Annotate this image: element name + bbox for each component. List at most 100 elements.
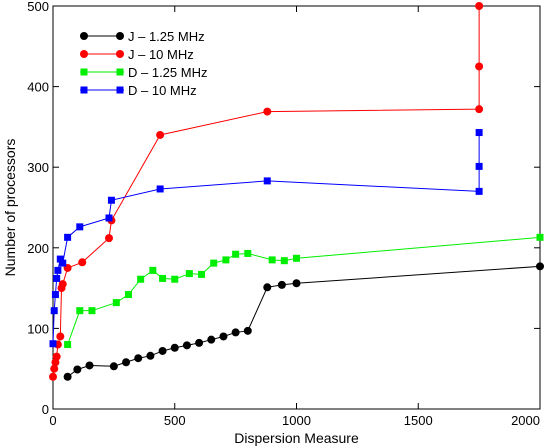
series-line — [52, 6, 480, 377]
data-point — [210, 259, 218, 267]
data-point — [195, 338, 204, 347]
series-1 — [63, 262, 544, 381]
data-point — [263, 107, 272, 116]
legend-marker — [80, 32, 88, 40]
y-tick-label: 0 — [42, 402, 49, 417]
data-point — [475, 129, 483, 137]
data-point — [122, 358, 131, 367]
data-point — [536, 262, 544, 271]
legend-marker — [116, 86, 124, 94]
data-point — [268, 256, 276, 264]
data-point — [146, 351, 155, 360]
data-point — [207, 335, 216, 344]
y-tick-label: 400 — [27, 80, 49, 95]
legend-label: J – 1.25 MHz — [128, 29, 205, 44]
data-point — [85, 361, 94, 370]
data-point — [263, 283, 272, 292]
legend-marker — [80, 68, 88, 76]
y-tick-label: 100 — [27, 321, 49, 336]
legend-marker — [116, 68, 124, 76]
legend: J – 1.25 MHz J – 10 MHz D – 1.25 MHz D – 10… — [80, 29, 207, 98]
legend-marker — [80, 50, 88, 58]
x-tick-label: 500 — [164, 413, 186, 428]
data-point — [64, 233, 72, 241]
plot-frame — [52, 5, 541, 410]
legend-entry: J – 10 MHz — [80, 47, 194, 62]
data-point — [243, 326, 252, 335]
data-point — [198, 270, 206, 278]
data-point — [56, 255, 64, 263]
data-point — [277, 280, 286, 289]
legend-label: D – 10 MHz — [128, 83, 197, 98]
data-point — [78, 258, 87, 267]
data-point — [52, 352, 61, 361]
data-point — [49, 372, 57, 381]
axis-ticks: 0 500 1000 1500 2000 0 100 200 300 400 500 — [27, 0, 541, 428]
data-point — [49, 340, 57, 348]
x-tick-label: 1000 — [282, 413, 311, 428]
data-point — [107, 196, 115, 204]
data-point — [182, 341, 191, 350]
legend-entry: D – 10 MHz — [80, 83, 197, 98]
data-point — [232, 250, 240, 258]
legend-entry: D – 1.25 MHz — [80, 65, 207, 80]
y-tick-label: 200 — [27, 241, 49, 256]
data-point — [292, 279, 301, 288]
y-axis-label: Number of processors — [2, 139, 18, 277]
data-point — [76, 223, 84, 231]
data-point — [54, 266, 62, 274]
data-point — [231, 328, 240, 337]
data-point — [53, 274, 61, 282]
data-point — [159, 274, 167, 282]
data-point — [50, 307, 58, 315]
data-point — [244, 249, 252, 257]
data-point — [156, 185, 164, 193]
legend-marker — [80, 86, 88, 94]
data-point — [170, 343, 179, 352]
legend-label: J – 10 MHz — [128, 47, 194, 62]
series-4 — [49, 129, 483, 348]
x-axis-label: Dispersion Measure — [234, 430, 359, 446]
x-tick-label: 2000 — [511, 413, 540, 428]
data-point — [134, 354, 143, 363]
y-tick-label: 300 — [27, 160, 49, 175]
data-point — [263, 177, 271, 185]
data-point — [475, 2, 484, 10]
data-point — [219, 332, 228, 341]
data-point — [73, 365, 82, 374]
data-point — [171, 275, 179, 283]
data-point — [475, 62, 484, 71]
data-point — [222, 256, 230, 264]
series-layer — [49, 2, 544, 381]
data-point — [475, 105, 484, 114]
data-point — [536, 233, 544, 241]
data-point — [59, 259, 67, 267]
data-point — [105, 234, 114, 243]
data-point — [280, 257, 288, 265]
data-point — [109, 362, 118, 371]
data-point — [137, 275, 145, 283]
data-point — [51, 291, 59, 299]
series-3 — [64, 233, 544, 349]
data-point — [112, 299, 120, 307]
data-point — [63, 372, 72, 381]
legend-marker — [116, 32, 124, 40]
legend-label: D – 1.25 MHz — [128, 65, 207, 80]
x-tick-label: 1500 — [404, 413, 433, 428]
y-tick-label: 500 — [27, 0, 49, 14]
series-line — [52, 132, 480, 344]
data-point — [58, 280, 67, 289]
data-point — [56, 332, 65, 341]
data-point — [76, 307, 84, 315]
series-2 — [49, 2, 484, 381]
data-point — [88, 307, 96, 315]
data-point — [124, 291, 132, 299]
data-point — [64, 341, 72, 349]
legend-entry: J – 1.25 MHz — [80, 29, 205, 44]
data-point — [156, 130, 165, 139]
series-line — [67, 236, 541, 345]
data-point — [50, 364, 59, 373]
legend-marker — [116, 50, 124, 58]
data-point — [149, 266, 157, 274]
